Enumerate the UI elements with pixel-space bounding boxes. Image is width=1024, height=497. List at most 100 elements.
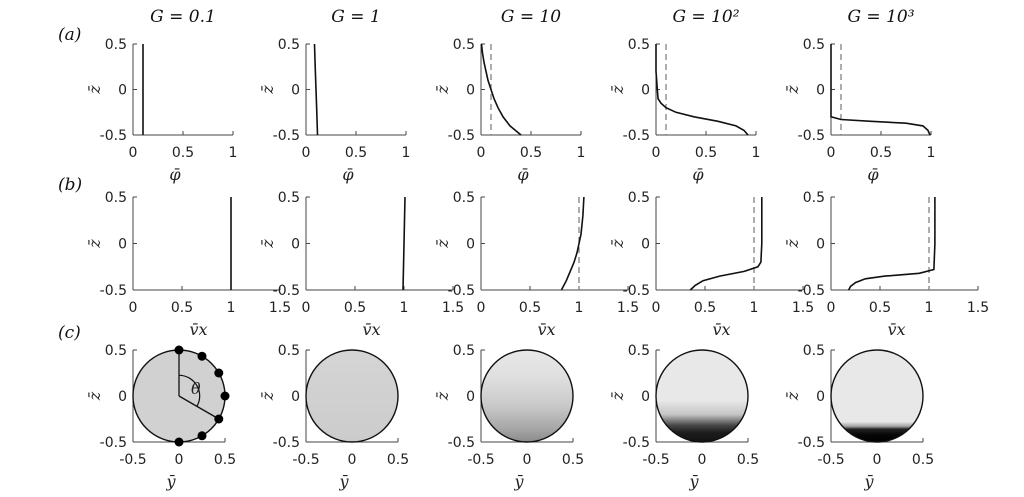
y-axis-label: z̄ [258,391,277,401]
column-title: G = 1 [331,7,380,27]
marker-point [174,437,184,447]
y-tick-label: 0.5 [803,37,825,53]
y-tick-label: 0 [291,83,300,99]
x-tick-label: 0 [477,145,486,161]
subplot-c-4: 0.5 0 -0.5-0.5 0 0.5 ȳ z̄ [608,343,759,491]
y-tick-label: -0.5 [798,128,825,144]
radius-line [178,395,220,420]
subplot-b-5: 0.50-0.50 0.5 1 1.5v̄xz̄ [783,190,989,339]
profile-curve [313,43,319,136]
subplot-a-5: 0.50-0.50 0.5 1φ̄z̄ [783,37,935,184]
x-tick-label: 0 [523,452,532,468]
y-tick-label: 0.5 [278,37,300,53]
x-axis-label: ȳ [513,472,524,491]
y-tick-label: -0.5 [448,128,475,144]
x-tick-label: 0.5 [737,452,759,468]
x-tick-label: -0.5 [467,452,494,468]
y-axis-label: z̄ [608,85,627,95]
subplot-b-4: 0.50-0.50 0.5 1 1.5v̄xz̄ [608,190,814,339]
y-tick-label: -0.5 [100,128,127,144]
y-axis-label: z̄ [85,85,104,95]
x-tick-label: 0 [302,145,311,161]
marker-point [214,368,224,378]
subplot-b-1: 0.50-0.50 0.5 1 1.5v̄xz̄ [85,190,291,339]
x-tick-label: 0.5 [171,300,193,316]
y-tick-label: -0.5 [798,283,825,299]
subplot-c-2: 0.5 0 -0.5-0.5 0 0.5 ȳ z̄ [258,343,409,491]
y-tick-label: -0.5 [448,283,475,299]
panel-label: (c) [58,323,81,343]
x-tick-label: 1.5 [269,300,291,316]
y-tick-label: 0 [641,83,650,99]
x-tick-label: 1 [229,145,238,161]
x-tick-label: 1 [927,145,936,161]
y-tick-label: 0.5 [105,343,127,359]
column-title: G = 10 [501,7,561,27]
subplot-c-3: 0.5 0 -0.5-0.5 0 0.5 ȳ z̄ [433,343,584,491]
x-tick-label: -0.5 [119,452,146,468]
y-tick-label: -0.5 [273,435,300,451]
y-axis-label: z̄ [433,391,452,401]
column-titles: G = 0.1 G = 1 G = 10 G = 10² G = 10³ [150,7,915,27]
x-axis-label: φ̄ [867,165,879,184]
y-tick-label: 0 [118,237,127,253]
x-tick-label: 0.5 [214,452,236,468]
y-axis-label: z̄ [783,391,802,401]
x-tick-label: 0.5 [912,452,934,468]
droplet-circle [305,349,399,443]
x-tick-label: 1 [402,145,411,161]
column-title: G = 0.1 [150,7,216,27]
x-axis-label: φ̄ [517,165,529,184]
x-tick-label: 1 [227,300,236,316]
x-tick-label: 1 [577,145,586,161]
x-tick-label: 0 [827,145,836,161]
y-tick-label: 0 [118,389,127,405]
y-tick-label: 0.5 [105,190,127,206]
y-axis-label: z̄ [783,85,802,95]
profile-curve [830,44,931,136]
subplot-a-3: 0.50-0.50 0.5 1φ̄z̄ [433,37,585,184]
x-tick-label: 0.5 [519,300,541,316]
y-tick-label: 0 [291,237,300,253]
angle-label: θ [191,379,201,398]
panel-label: (b) [58,175,82,195]
y-tick-label: 0 [118,83,127,99]
droplet-circle [480,349,574,443]
x-tick-label: 1 [752,145,761,161]
subplot-c-1: 0.5 0 -0.5-0.5 0 0.5 ȳ z̄ θ [85,343,236,491]
y-tick-label: 0 [816,389,825,405]
droplet-circle [655,349,749,443]
x-axis-label: v̄x [712,320,730,339]
plots: 0.50-0.50 0.5 1φ̄z̄0.50-0.50 0.5 1φ̄z̄0.50-0… [85,37,989,491]
subplot-a-2: 0.50-0.50 0.5 1φ̄z̄ [258,37,410,184]
y-tick-label: 0.5 [453,343,475,359]
y-tick-label: -0.5 [273,283,300,299]
x-tick-label: 0 [175,452,184,468]
x-tick-label: 0 [652,300,661,316]
x-tick-label: 0.5 [870,145,892,161]
profile-curve [402,196,406,291]
y-tick-label: 0 [466,237,475,253]
y-axis-label: z̄ [433,239,452,249]
x-tick-label: 1.5 [617,300,639,316]
panel-labels: (a) (b) (c) [58,25,82,343]
x-tick-label: 1.5 [967,300,989,316]
x-axis-label: ȳ [165,472,176,491]
x-tick-label: 0.5 [695,145,717,161]
x-tick-label: -0.5 [292,452,319,468]
y-axis-label: z̄ [608,391,627,401]
y-tick-label: -0.5 [100,283,127,299]
x-tick-label: 0.5 [344,300,366,316]
y-axis-label: z̄ [258,85,277,95]
x-tick-label: 0.5 [562,452,584,468]
x-axis-label: v̄x [362,320,380,339]
y-tick-label: 0.5 [628,37,650,53]
subplot-c-5: 0.5 0 -0.5-0.5 0 0.5 ȳ z̄ [783,343,934,491]
y-tick-label: -0.5 [448,435,475,451]
profile-curve [560,196,585,291]
profile-curve [689,197,763,291]
droplet-circle [830,349,924,443]
y-axis-label: z̄ [608,239,627,249]
x-tick-label: 1 [400,300,409,316]
y-tick-label: -0.5 [623,435,650,451]
